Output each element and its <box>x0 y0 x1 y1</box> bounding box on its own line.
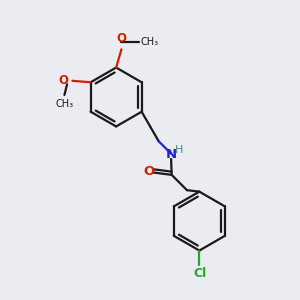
Text: N: N <box>166 148 177 161</box>
Text: Cl: Cl <box>193 267 207 280</box>
Text: CH₃: CH₃ <box>56 99 74 110</box>
Text: H: H <box>175 145 184 155</box>
Text: CH₃: CH₃ <box>141 37 159 47</box>
Text: O: O <box>143 165 155 178</box>
Text: O: O <box>58 74 69 87</box>
Text: O: O <box>116 32 126 46</box>
